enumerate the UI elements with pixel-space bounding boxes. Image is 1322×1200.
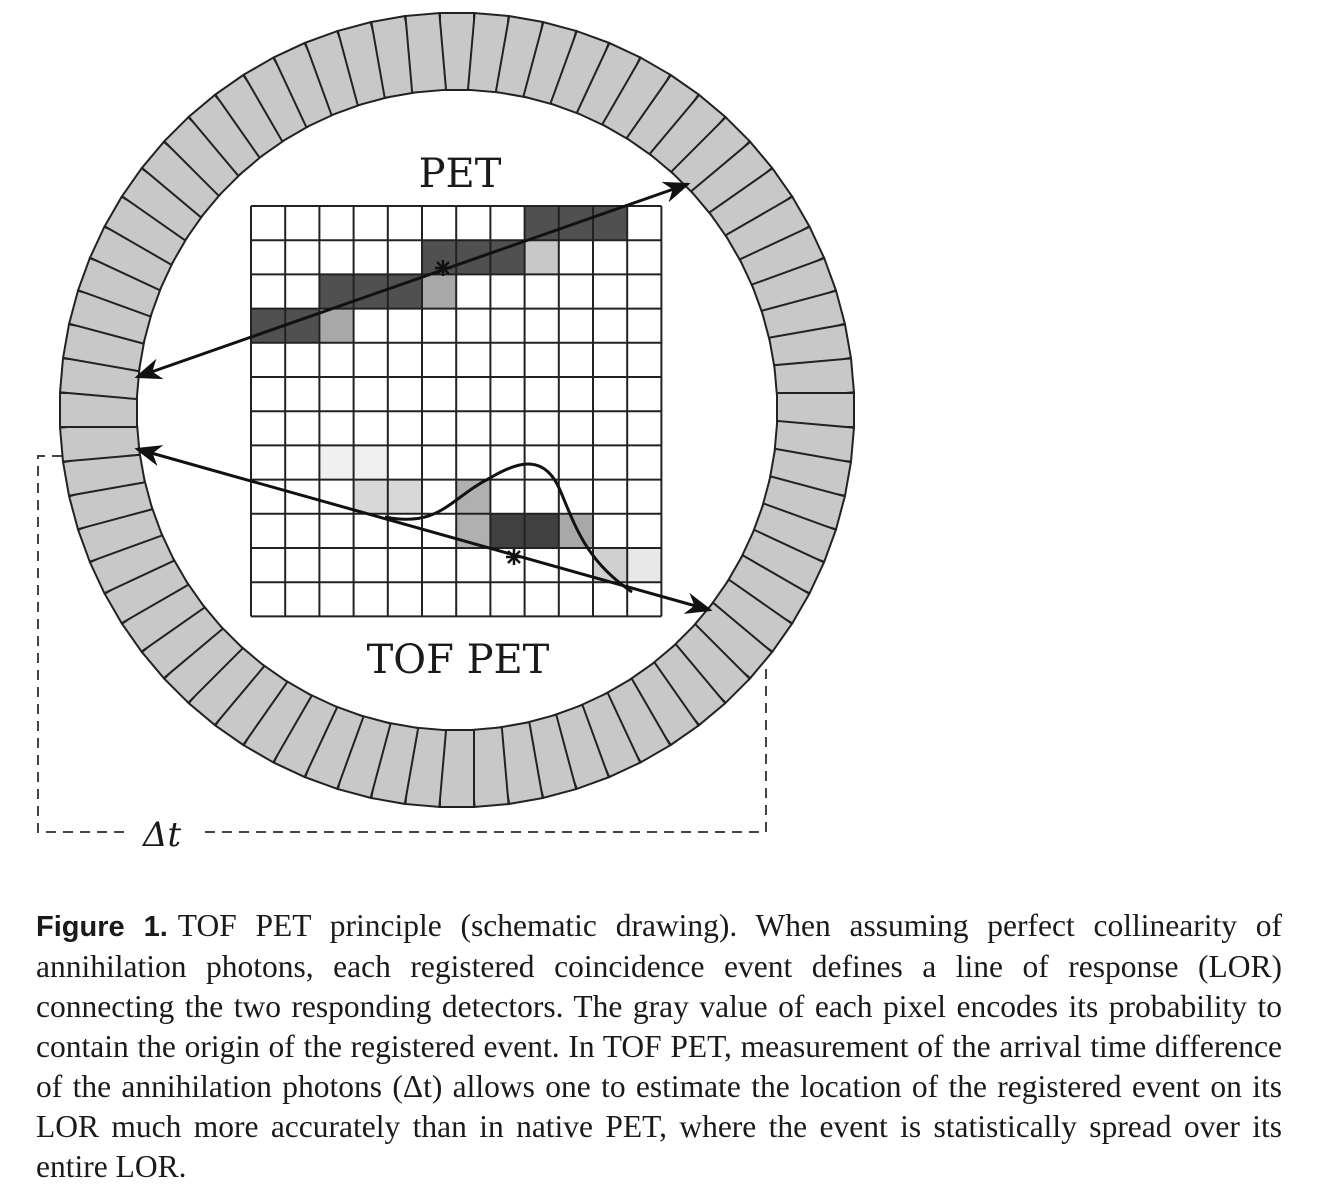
detector-block — [439, 729, 475, 808]
pet-event-star — [435, 260, 451, 276]
tof-probability-curve — [384, 462, 633, 594]
shaded-pixel — [524, 513, 559, 548]
detector-block — [404, 11, 448, 94]
shaded-pixel — [353, 445, 388, 480]
shaded-pixel — [627, 548, 662, 583]
shaded-pixel — [387, 479, 422, 514]
shaded-pixel — [319, 308, 354, 343]
shaded-pixel — [456, 240, 491, 275]
shaded-pixel — [524, 240, 559, 275]
tof-pet-schematic: Δt PET TOF PET — [37, 11, 856, 855]
shaded-pixel — [422, 274, 457, 309]
pet-lor-arrow — [134, 181, 691, 380]
delta-t-label: Δt — [141, 815, 182, 855]
pet-label: PET — [419, 151, 502, 197]
tof-pet-label: TOF PET — [367, 637, 550, 683]
figure-caption: Figure 1. TOF PET principle (schematic dr… — [36, 906, 1282, 1187]
shaded-pixel — [422, 240, 457, 275]
shaded-pixel — [319, 445, 354, 480]
delta-t-bracket — [37, 455, 767, 833]
tof-lor-arrow — [134, 445, 713, 614]
figure-number: Figure 1. — [36, 911, 168, 943]
shaded-pixel — [490, 240, 525, 275]
caption-text: TOF PET principle (schematic drawing). W… — [36, 908, 1282, 1184]
shaded-pixel — [558, 513, 593, 548]
tof-event-star — [506, 549, 522, 565]
shaded-pixel — [490, 513, 525, 548]
shaded-pixel — [353, 479, 388, 514]
